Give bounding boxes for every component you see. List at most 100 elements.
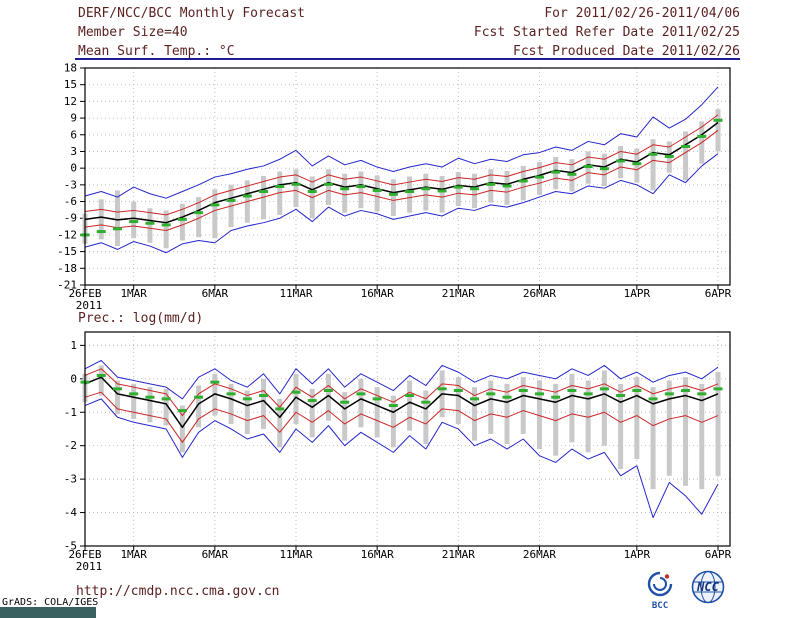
climatology-dash	[388, 404, 398, 408]
climatology-dash	[534, 175, 544, 179]
climatology-dash	[664, 392, 674, 396]
x-tick-label: 21MAR	[442, 548, 475, 561]
lower-quartile-line	[84, 129, 719, 231]
x-tick-label: 1MAR	[120, 287, 147, 300]
climatology-dash	[242, 194, 252, 198]
climatology-dash	[518, 179, 528, 183]
y-tick-label: -18	[57, 262, 77, 275]
spread-bar	[131, 383, 137, 419]
bottom-bar	[0, 607, 96, 618]
spread-bar	[163, 210, 169, 249]
climatology-dash	[470, 187, 480, 191]
plot-frame	[84, 331, 731, 547]
climatology-dash	[307, 399, 317, 403]
x-tick-label: 6MAR	[202, 287, 229, 300]
spread-bar	[634, 377, 640, 460]
spread-bar	[520, 165, 526, 201]
climatology-dash	[583, 164, 593, 168]
fcst-produced-label: Fcst Produced Date 2011/02/26	[513, 44, 740, 59]
spread-bar	[423, 390, 429, 445]
climatology-dash	[112, 227, 122, 231]
spread-bar	[683, 377, 689, 486]
x-tick-label: 26FEB	[68, 287, 101, 300]
y-tick-label: 0	[70, 162, 77, 175]
climatology-dash	[405, 394, 415, 398]
climatology-dash	[161, 397, 171, 401]
spread-bar	[472, 387, 478, 441]
ncc-logo: NCC	[691, 570, 725, 604]
climatology-dash	[486, 182, 496, 186]
climatology-dash	[226, 392, 236, 396]
climatology-dash	[356, 392, 366, 396]
climatology-dash	[681, 389, 691, 393]
spread-bar	[699, 383, 705, 490]
climatology-dash	[648, 397, 658, 401]
spread-bar	[374, 175, 380, 212]
climatology-dash	[323, 389, 333, 393]
spread-bar	[439, 175, 445, 213]
climatology-dash	[470, 397, 480, 401]
x-tick-label: 6APR	[705, 548, 732, 561]
climatology-dash	[210, 203, 220, 207]
climatology-dash	[259, 190, 269, 194]
climatology-dash	[388, 192, 398, 196]
climatology-dash	[616, 394, 626, 398]
spread-bar	[488, 169, 494, 203]
spread-bar	[261, 175, 267, 220]
spread-bar	[423, 173, 429, 211]
y-tick-label: -21	[57, 279, 77, 292]
climatology-dash	[129, 220, 139, 224]
spread-bar	[455, 172, 461, 206]
climatology-dash	[242, 397, 252, 401]
chart-title: DERF/NCC/BCC Monthly Forecast	[78, 6, 305, 21]
spread-bar	[114, 190, 120, 247]
climatology-dash	[356, 185, 366, 189]
lower-quartile-line	[84, 391, 719, 443]
y-tick-label: 3	[70, 145, 77, 158]
grads-credit: GrADS: COLA/IGES	[2, 597, 99, 608]
x-tick-label: 1APR	[624, 548, 651, 561]
x-tick-sublabel: 2011	[76, 560, 103, 573]
y-tick-label: -5	[64, 540, 77, 553]
spread-bar	[553, 383, 559, 456]
climatology-dash	[96, 373, 106, 377]
spread-bar	[618, 383, 624, 470]
climatology-dash	[567, 172, 577, 176]
spread-bar	[325, 169, 331, 205]
ensemble-min-line	[84, 153, 719, 254]
x-tick-label: 1MAR	[120, 548, 147, 561]
climatology-dash	[713, 387, 723, 391]
ensemble-max-line	[84, 86, 719, 199]
spread-bar	[407, 380, 413, 431]
spread-bar	[536, 380, 542, 450]
spread-bar	[407, 176, 413, 213]
climatology-dash	[697, 134, 707, 138]
spread-bar	[666, 380, 672, 476]
climatology-dash	[437, 387, 447, 391]
climatology-dash	[194, 211, 204, 215]
climatology-dash	[551, 170, 561, 174]
spread-bar	[114, 380, 120, 414]
spread-bar	[212, 189, 218, 239]
ensemble-max-line	[84, 359, 719, 400]
x-tick-label: 1APR	[624, 287, 651, 300]
spread-bar	[147, 208, 153, 243]
spread-bar	[147, 387, 153, 423]
climatology-dash	[502, 395, 512, 399]
fcst-start-label: Fcst Started Refer Date 2011/02/25	[473, 25, 740, 40]
climatology-dash	[259, 394, 269, 398]
spread-bar	[472, 173, 478, 209]
spread-bar	[488, 380, 494, 434]
spread-bar	[261, 378, 267, 429]
x-tick-label: 11MAR	[279, 548, 312, 561]
climatology-dash	[291, 182, 301, 186]
climatology-dash	[453, 185, 463, 189]
y-tick-label: -12	[57, 228, 77, 241]
x-tick-label: 6APR	[705, 287, 732, 300]
spread-bar	[634, 148, 640, 183]
climatology-dash	[534, 392, 544, 396]
spread-bar	[715, 372, 721, 476]
plot-frame	[84, 67, 731, 286]
y-tick-label: 0	[70, 372, 77, 385]
